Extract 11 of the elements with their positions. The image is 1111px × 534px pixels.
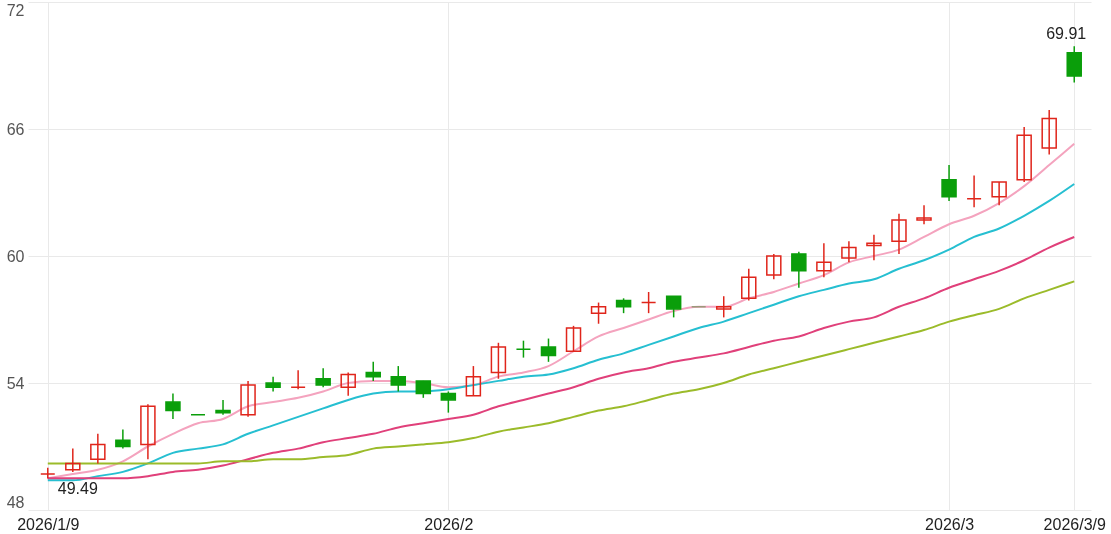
x-tick-label: 2026/3/9 — [1043, 515, 1106, 533]
y-tick-label: 66 — [6, 120, 25, 138]
y-tick-label: 60 — [6, 247, 25, 265]
x-tick-label: 2026/2 — [424, 515, 474, 533]
annotation: 69.91 — [1046, 25, 1087, 43]
x-tick-label: 2026/1/9 — [17, 515, 80, 533]
x-tick-label: 2026/3 — [925, 515, 975, 533]
y-tick-label: 72 — [6, 1, 25, 19]
y-tick-label: 54 — [6, 374, 25, 392]
annotation: 49.49 — [57, 480, 98, 498]
y-tick-label: 48 — [6, 493, 25, 511]
